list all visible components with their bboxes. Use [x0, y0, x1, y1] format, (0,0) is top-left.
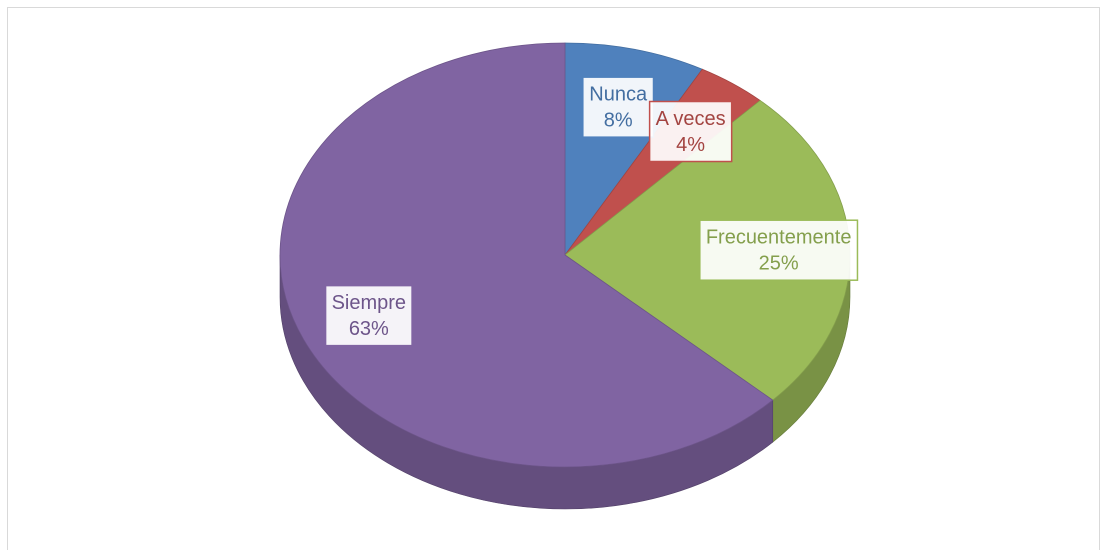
data-label-category: Siempre	[332, 292, 406, 314]
data-label-box	[582, 76, 655, 138]
data-label-category: Nunca	[589, 83, 648, 105]
data-label-box	[648, 100, 733, 163]
data-label-box	[699, 219, 859, 281]
data-label: A veces 4%	[648, 100, 733, 163]
data-label-box	[324, 284, 413, 347]
data-label-category: A veces	[656, 108, 726, 130]
data-label-value: 4%	[676, 134, 705, 156]
data-label-category: Frecuentemente	[706, 226, 852, 248]
slice	[279, 42, 774, 468]
data-label: Frecuentemente 25%	[699, 219, 859, 281]
data-label-value: 25%	[759, 252, 799, 274]
data-label-value: 8%	[604, 109, 633, 131]
data-label: Nunca 8%	[582, 76, 655, 138]
data-label-value: 63%	[349, 318, 389, 340]
data-label: Siempre 63%	[324, 284, 413, 347]
